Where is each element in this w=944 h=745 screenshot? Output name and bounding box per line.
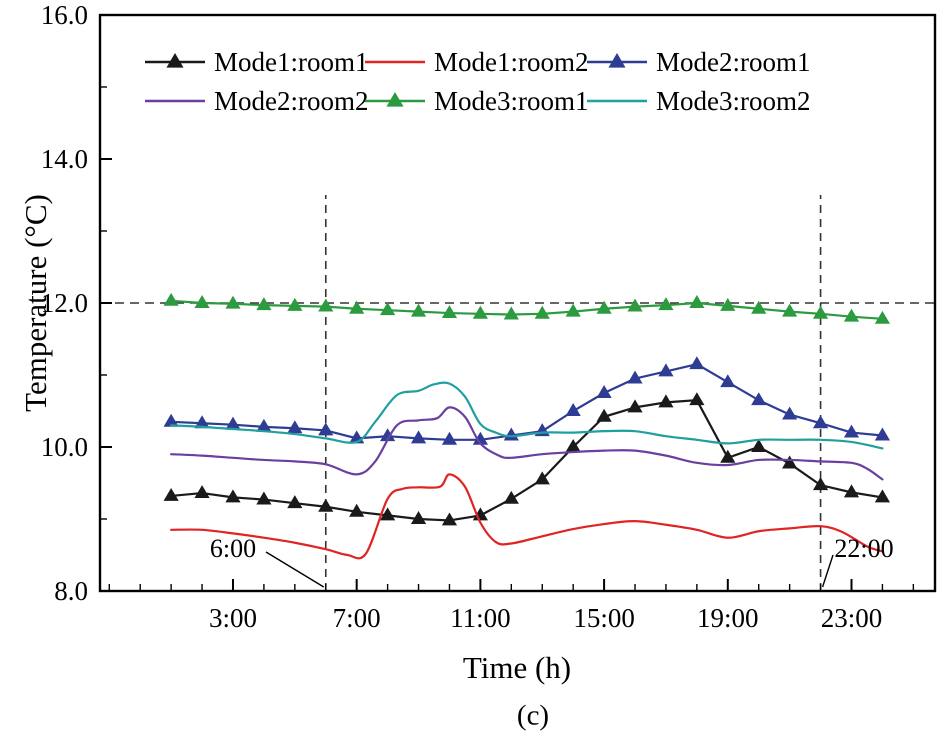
series-mode3-room1 [163, 292, 891, 324]
legend-label: Mode1:room2 [434, 47, 589, 77]
annotation-leader-line [265, 551, 325, 588]
legend-item-mode3-room2: Mode3:room2 [587, 86, 811, 116]
y-tick-label: 8.0 [54, 576, 88, 606]
series-mode2-room1 [163, 356, 891, 445]
x-tick-label: 23:00 [821, 603, 883, 633]
series-mode1-room2 [170, 473, 884, 560]
x-tick-label: 3:00 [209, 603, 257, 633]
legend-marker-triangle [608, 53, 626, 68]
y-tick-label: 12.0 [41, 288, 88, 318]
series-line-mode1-room2 [170, 473, 884, 560]
legend-label: Mode2:room1 [656, 47, 811, 77]
x-tick-label: 19:00 [697, 603, 759, 633]
annotation-text: 22:00 [834, 534, 893, 563]
legend-label: Mode3:room1 [434, 86, 589, 116]
plot-border [98, 13, 937, 593]
legend-item-mode1-room1: Mode1:room1 [145, 47, 369, 77]
series-line-mode2-room1 [171, 363, 883, 441]
series-line-mode3-room1 [171, 299, 883, 320]
legend-item-mode2-room1: Mode2:room1 [587, 47, 811, 77]
legend: Mode1:room1 Mode1:room2 Mode2:room1 Mode2:r… [145, 47, 811, 116]
legend-item-mode3-room1: Mode3:room1 [365, 86, 589, 116]
x-axis-title: Time (h) [462, 650, 572, 685]
legend-label: Mode2:room2 [214, 86, 369, 116]
series-line-mode3-room2 [170, 381, 884, 450]
legend-label: Mode3:room2 [656, 86, 811, 116]
x-tick-label: 15:00 [573, 603, 635, 633]
y-tick-label: 14.0 [41, 144, 88, 174]
axis-ticks: 8.0 10.0 12.0 14.0 16.0 3:00 7:00 11:00 15:00 19:… [41, 0, 915, 633]
series-line-mode2-room2 [170, 406, 884, 481]
series-mode1-room1 [163, 392, 891, 526]
annotation-text: 6:00 [210, 534, 256, 563]
figure-caption: (c) [516, 699, 550, 732]
series-mode3-room2 [170, 381, 884, 450]
x-tick-label: 7:00 [333, 603, 381, 633]
legend-marker-triangle [166, 53, 184, 68]
series-mode2-room2 [170, 406, 884, 481]
legend-item-mode1-room2: Mode1:room2 [365, 47, 589, 77]
annotation-leader-line [821, 554, 834, 588]
x-tick-label: 11:00 [450, 603, 511, 633]
y-tick-label: 16.0 [41, 0, 88, 30]
y-axis-title: Temperature (°C) [18, 194, 53, 412]
legend-label: Mode1:room1 [214, 47, 369, 77]
legend-item-mode2-room2: Mode2:room2 [145, 86, 369, 116]
legend-marker-triangle [386, 92, 404, 107]
series-markers-mode3-room1 [163, 292, 891, 324]
y-tick-label: 10.0 [41, 432, 88, 462]
annotations: 6:00 22:00 [210, 534, 894, 588]
